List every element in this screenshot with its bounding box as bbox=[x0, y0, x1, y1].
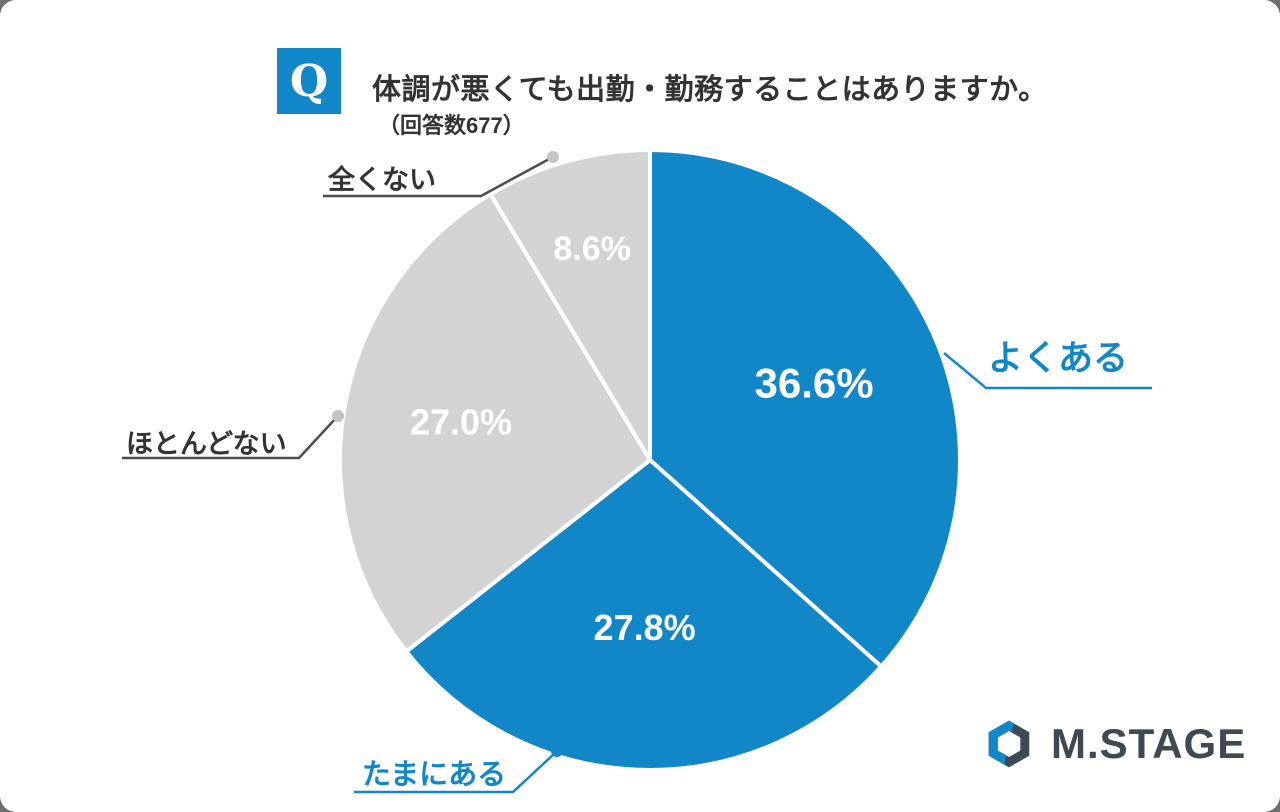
pie-slices: 36.6% 27.8% 27.0% 8.6% bbox=[338, 148, 962, 772]
pie-value-label-1: 27.8% bbox=[594, 607, 696, 648]
pie-slice-3 bbox=[488, 148, 652, 462]
pie-value-label-2: 27.0% bbox=[410, 402, 512, 443]
pie-value-label-0: 36.6% bbox=[755, 360, 874, 407]
leader-lines bbox=[122, 151, 1152, 794]
callout-mattakunai: 全くない bbox=[328, 165, 436, 195]
leader-dot-mattakunai bbox=[547, 151, 559, 163]
question-badge: Q bbox=[277, 48, 341, 114]
leader-line-tamaniaru bbox=[354, 752, 556, 794]
logo: M.STAGE bbox=[983, 716, 1246, 772]
pie-slice-0 bbox=[648, 148, 962, 669]
question-title: 体調が悪くても出勤・勤務することはありますか。 bbox=[372, 74, 1048, 106]
pie-slice-2 bbox=[338, 192, 652, 654]
callout-tamaniaru: たまにある bbox=[362, 759, 507, 791]
pie-slice-1 bbox=[404, 458, 884, 772]
response-count: （回答数677） bbox=[378, 113, 525, 138]
callout-yokuaru: よくある bbox=[988, 339, 1129, 378]
leader-dot-hotondonai bbox=[332, 410, 344, 422]
pie-value-label-3: 8.6% bbox=[553, 230, 631, 268]
logo-hexagon-icon bbox=[988, 720, 1030, 768]
leader-dot-tamaniaru bbox=[551, 745, 563, 757]
leader-line-mattakunai bbox=[323, 156, 552, 198]
leader-line-hotondonai bbox=[122, 417, 337, 460]
logo-text: M.STAGE bbox=[1051, 720, 1247, 767]
leader-line-yokuaru bbox=[943, 352, 1152, 390]
callout-hotondonai: ほとんどない bbox=[126, 429, 287, 459]
